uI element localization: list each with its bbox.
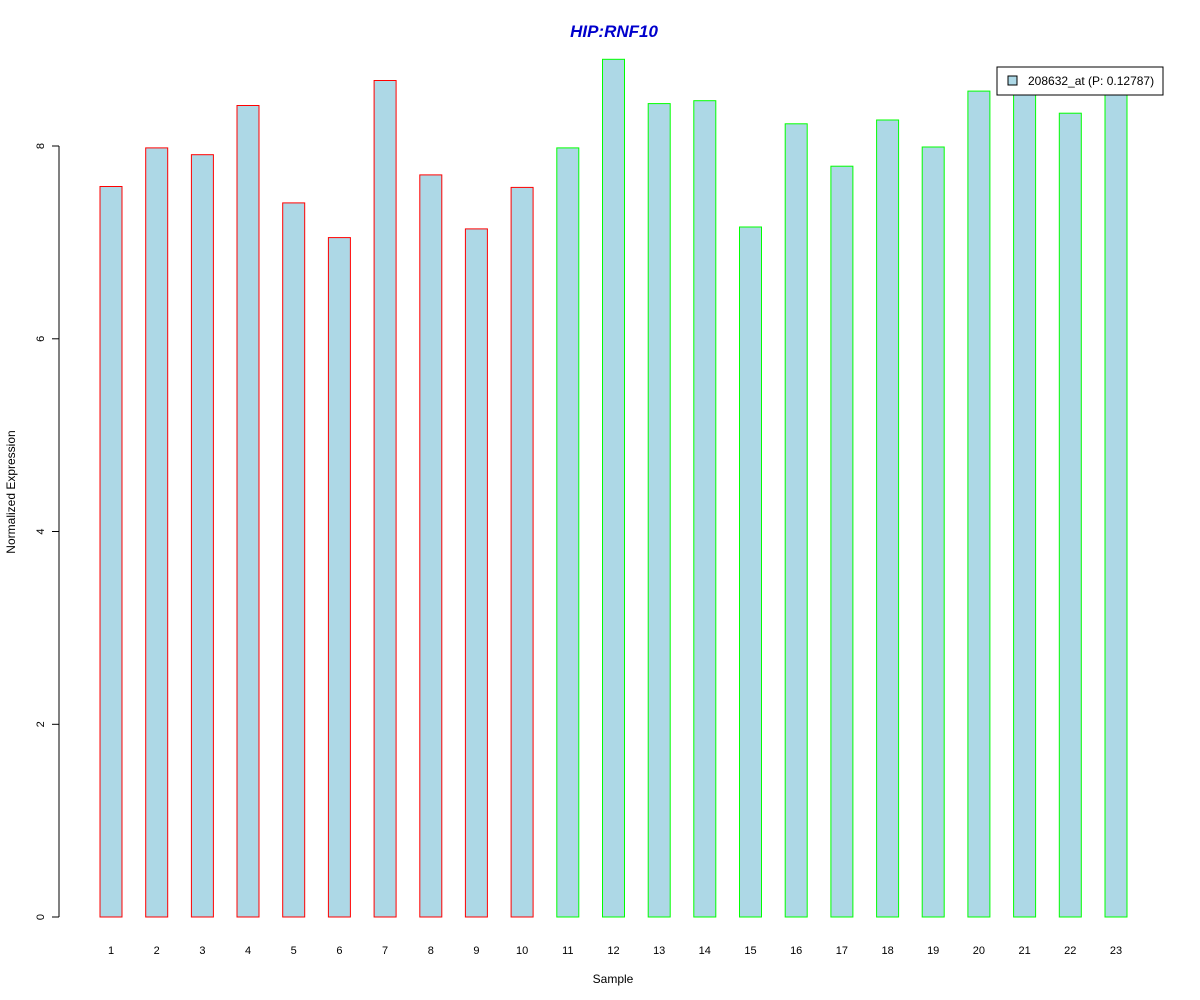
legend-swatch [1007,75,1018,86]
bar-3 [190,154,214,918]
x-tick-label-17: 17 [836,945,848,957]
legend-box [996,66,1164,96]
bar-8 [419,174,443,918]
bar-10 [510,186,534,918]
x-tick-label-5: 5 [291,945,297,957]
bar-15 [739,226,762,918]
bar-11 [556,147,580,918]
x-tick-label-3: 3 [199,945,205,957]
chart-title: HIP:RNF10 [570,22,658,41]
x-axis-label: Sample [593,972,634,986]
bar-12 [602,58,625,918]
bar-16 [784,123,808,918]
bar-23 [1104,90,1128,918]
bar-17 [830,165,854,918]
x-tick-label-12: 12 [607,945,619,957]
x-tick-label-19: 19 [927,945,939,957]
x-tick-label-15: 15 [744,945,756,957]
x-tick-label-13: 13 [653,945,665,957]
x-tick-label-4: 4 [245,945,251,957]
x-tick-label-9: 9 [473,945,479,957]
y-tick-label-0: 0 [35,914,47,920]
x-tick-label-11: 11 [562,945,573,957]
bar-19 [921,146,945,918]
bar-4 [236,105,260,918]
x-tick-label-7: 7 [382,945,388,957]
x-tick-label-6: 6 [336,945,342,957]
bar-13 [647,103,671,918]
y-axis-label: Normalized Expression [4,430,18,553]
x-tick-label-22: 22 [1064,945,1076,957]
y-tick-label-6: 6 [35,336,47,342]
x-tick-labels: 1 2 3 4 5 6 7 8 9 10 11 12 13 14 15 16 17 18 19 20 21 22 23 [108,945,1122,957]
bar-6 [327,237,351,918]
bar-1 [99,186,123,918]
x-tick-label-16: 16 [790,945,802,957]
bar-20 [967,90,991,918]
y-axis: 0 2 4 6 8 [35,143,60,920]
x-tick-label-2: 2 [154,945,160,957]
x-tick-label-8: 8 [428,945,434,957]
y-tick-label-8: 8 [35,143,47,149]
bar-14 [693,100,717,918]
x-tick-label-10: 10 [516,945,528,957]
x-tick-label-14: 14 [699,945,711,957]
x-tick-label-20: 20 [973,945,985,957]
bar-9 [464,228,488,918]
y-tick-label-2: 2 [35,721,47,727]
legend-label: 208632_at (P: 0.12787) [1028,74,1154,88]
bar-7 [373,80,397,918]
bar-2 [145,147,169,918]
bar-5 [282,202,306,918]
bars-group [99,58,1128,918]
x-tick-label-23: 23 [1110,945,1122,957]
bar-18 [876,119,900,918]
x-tick-label-18: 18 [881,945,893,957]
bar-22 [1058,112,1082,918]
y-tick-label-4: 4 [35,528,47,534]
bar-21 [1013,92,1037,918]
x-tick-label-1: 1 [108,945,114,957]
x-tick-label-21: 21 [1018,945,1030,957]
legend: 208632_at (P: 0.12787) [996,66,1164,96]
